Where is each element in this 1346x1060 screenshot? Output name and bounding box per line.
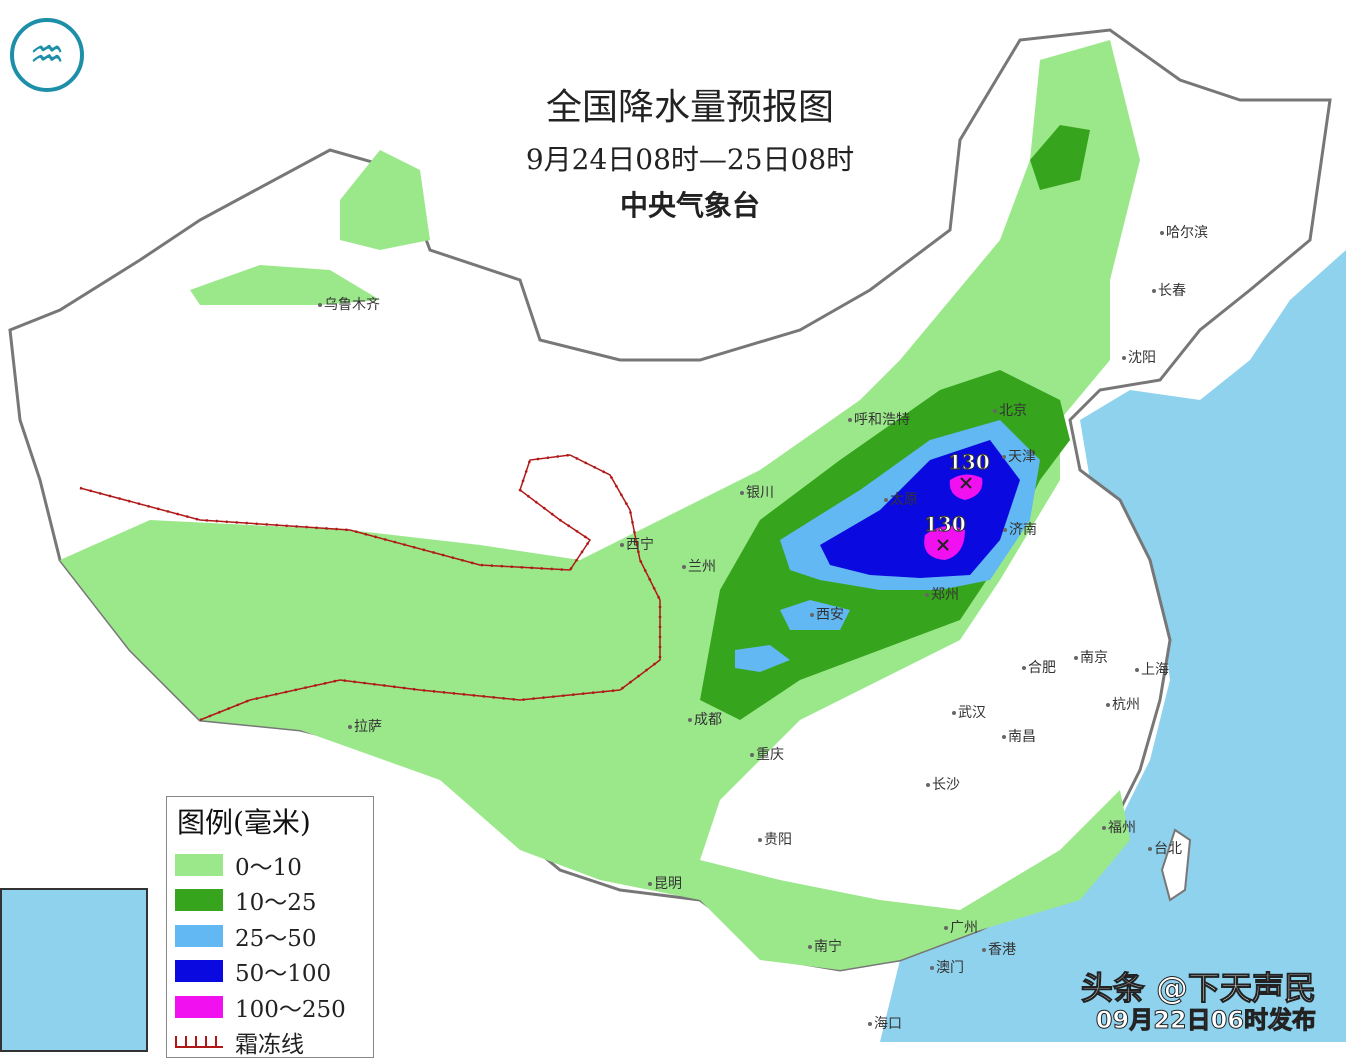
legend-swatch: [175, 996, 223, 1018]
city-label: 海口: [868, 1016, 902, 1032]
city-label: 长春: [1152, 283, 1186, 299]
watermark-date: 09月22日06时发布: [1081, 1006, 1316, 1034]
legend-item: 霜冻线: [175, 1025, 373, 1060]
legend-item: 50～100: [175, 954, 373, 990]
city-label: 广州: [944, 920, 978, 936]
legend-item: 10～25: [175, 883, 373, 919]
city-label: 合肥: [1022, 660, 1056, 676]
legend-label: 50～100: [235, 954, 331, 988]
city-label: 香港: [982, 942, 1016, 958]
city-label: 西宁: [620, 537, 654, 553]
legend-title: 图例(毫米): [177, 801, 373, 841]
city-label: 福州: [1102, 820, 1136, 836]
city-label: 南昌: [1002, 729, 1036, 745]
legend-label: 100～250: [235, 990, 346, 1024]
city-label: 杭州: [1106, 697, 1140, 713]
city-label: 拉萨: [348, 719, 382, 735]
legend-label: 25～50: [235, 919, 317, 953]
legend-item: 0～10: [175, 847, 373, 883]
legend-swatch: [175, 925, 223, 947]
city-label: 南宁: [808, 939, 842, 955]
city-label: 重庆: [750, 747, 784, 763]
watermark: 头条 @下天声民 09月22日06时发布: [1081, 970, 1316, 1034]
city-label: 呼和浩特: [848, 412, 910, 428]
legend: 图例(毫米) 0～10 10～25 25～50 50～100 100～250 霜…: [166, 796, 374, 1058]
city-label: 天津: [1002, 449, 1036, 465]
south-china-sea-inset: [0, 888, 148, 1052]
city-label: 澳门: [930, 960, 964, 976]
legend-swatch: [175, 960, 223, 982]
city-label: 贵阳: [758, 832, 792, 848]
max-value-label: 130: [948, 452, 990, 472]
city-label: 成都: [688, 712, 722, 728]
forecast-period: 9月24日08时—25日08时: [0, 138, 1346, 178]
legend-label: 0～10: [235, 848, 302, 882]
legend-label: 霜冻线: [235, 1025, 304, 1059]
city-label: 郑州: [925, 587, 959, 603]
issuer: 中央气象台: [0, 184, 1346, 224]
legend-swatch: [175, 854, 223, 876]
city-label: 台北: [1148, 841, 1182, 857]
city-label: 沈阳: [1122, 350, 1156, 366]
frost-line-swatch: [175, 1036, 223, 1048]
city-label: 哈尔滨: [1160, 225, 1208, 241]
city-label: 济南: [1003, 522, 1037, 538]
city-label: 南京: [1074, 650, 1108, 666]
city-label: 西安: [810, 607, 844, 623]
watermark-author: 头条 @下天声民: [1081, 970, 1316, 1006]
city-label: 长沙: [926, 777, 960, 793]
map-title: 全国降水量预报图: [0, 78, 1346, 130]
city-label: 兰州: [682, 559, 716, 575]
max-value-label: 130: [924, 514, 966, 534]
city-label: 昆明: [648, 876, 682, 892]
legend-item: 100～250: [175, 989, 373, 1025]
city-label: 武汉: [952, 705, 986, 721]
city-label: 银川: [740, 485, 774, 501]
city-label: 太原: [884, 492, 918, 508]
city-label: 北京: [993, 403, 1027, 419]
legend-item: 25～50: [175, 918, 373, 954]
legend-label: 10～25: [235, 883, 317, 917]
city-label: 上海: [1135, 662, 1169, 678]
legend-swatch: [175, 889, 223, 911]
city-label: 乌鲁木齐: [318, 297, 380, 313]
